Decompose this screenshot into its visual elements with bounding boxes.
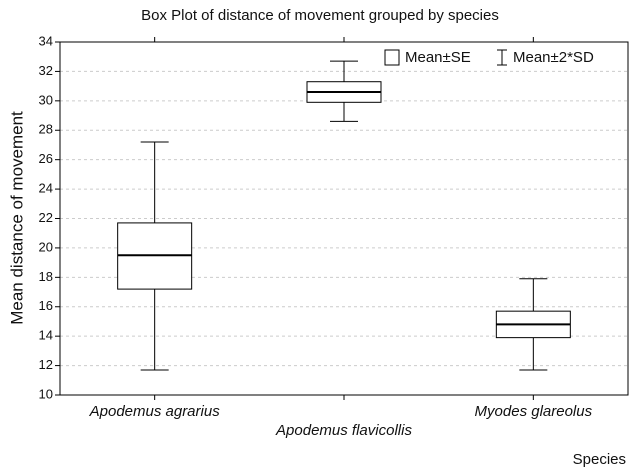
legend-label: Mean±2*SD xyxy=(513,49,594,66)
y-tick-label: 10 xyxy=(39,386,53,401)
y-tick-label: 24 xyxy=(39,181,53,196)
x-tick-label: Myodes glareolus xyxy=(475,403,593,420)
y-tick-label: 20 xyxy=(39,239,53,254)
x-tick-label: Apodemus agrarius xyxy=(89,403,221,420)
legend-whisker-icon xyxy=(497,49,507,66)
y-tick-label: 16 xyxy=(39,298,53,313)
y-tick-label: 18 xyxy=(39,269,53,284)
plot-area: 10 12 14 16 18 20 22 24 26 28 30 32 34 Apodemus agrar… xyxy=(39,33,628,439)
x-axis-label: Species xyxy=(573,451,626,468)
y-tick-label: 28 xyxy=(39,122,53,137)
y-tick-label: 12 xyxy=(39,357,53,372)
y-tick-label: 26 xyxy=(39,151,53,166)
y-tick-label: 32 xyxy=(39,63,53,78)
y-axis-label: Mean distance of movement xyxy=(7,111,26,325)
y-tick-label: 14 xyxy=(39,328,53,343)
y-tick-label: 30 xyxy=(39,92,53,107)
legend: Mean±SE Mean±2*SD xyxy=(380,46,626,70)
y-tick-label: 34 xyxy=(39,33,53,48)
legend-label: Mean±SE xyxy=(405,49,471,66)
chart-title: Box Plot of distance of movement grouped… xyxy=(141,7,499,24)
x-tick-label: Apodemus flavicollis xyxy=(275,422,412,439)
plot-frame xyxy=(59,41,629,396)
legend-box-icon xyxy=(384,49,400,66)
y-tick-label: 22 xyxy=(39,210,53,225)
